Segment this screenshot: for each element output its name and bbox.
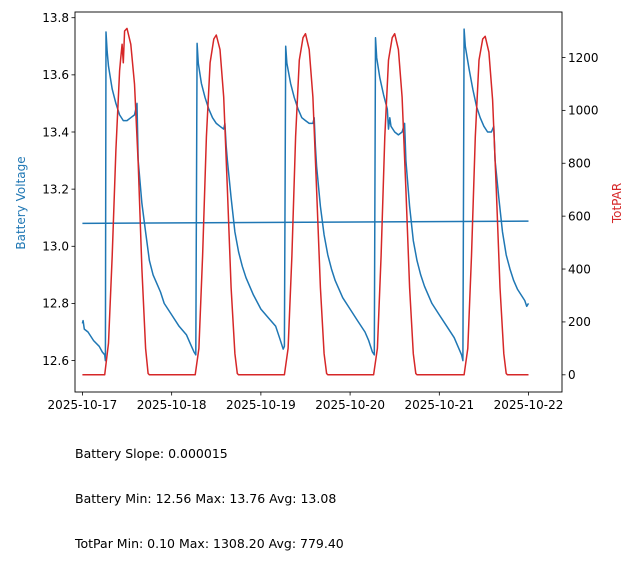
battery-stats-text: Battery Min: 12.56 Max: 13.76 Avg: 13.08 xyxy=(75,491,337,506)
x-tick-label: 2025-10-22 xyxy=(494,398,564,412)
plot-area xyxy=(81,27,530,376)
y-left-tick-label: 13.6 xyxy=(42,68,69,82)
totpar-stats-text: TotPar Min: 0.10 Max: 1308.20 Avg: 779.4… xyxy=(75,536,344,551)
y-right-tick-label: 1000 xyxy=(568,104,599,118)
y-left-tick-label: 13.8 xyxy=(42,11,69,25)
chart: 2025-10-17 2025-10-18 2025-10-19 2025-10-20… xyxy=(14,11,624,412)
y-axis-label-right: TotPAR xyxy=(610,183,624,224)
y-right-tick-label: 600 xyxy=(568,209,591,223)
battery-voltage-line xyxy=(81,28,530,362)
y-left-tick-label: 12.8 xyxy=(42,297,69,311)
x-tick-label: 2025-10-21 xyxy=(404,398,474,412)
battery-trend-line xyxy=(82,220,529,225)
y-left-tick-label: 13.2 xyxy=(42,182,69,196)
totpar-line xyxy=(82,27,529,376)
y-left-axis: 12.6 12.8 13.0 13.2 13.4 13.6 13.8 xyxy=(42,11,75,368)
x-tick-label: 2025-10-17 xyxy=(48,398,118,412)
plot-frame xyxy=(74,11,563,393)
y-right-tick-label: 400 xyxy=(568,262,591,276)
y-right-axis: 0 200 400 600 800 1000 1200 xyxy=(562,51,599,382)
x-tick-label: 2025-10-18 xyxy=(137,398,207,412)
battery-slope-text: Battery Slope: 0.000015 xyxy=(75,446,228,461)
y-left-tick-label: 13.0 xyxy=(42,240,69,254)
y-left-tick-label: 13.4 xyxy=(42,125,69,139)
x-tick-label: 2025-10-19 xyxy=(226,398,296,412)
x-tick-label: 2025-10-20 xyxy=(315,398,385,412)
y-right-tick-label: 200 xyxy=(568,315,591,329)
y-right-tick-label: 1200 xyxy=(568,51,599,65)
y-axis-label-left: Battery Voltage xyxy=(14,156,28,249)
x-axis: 2025-10-17 2025-10-18 2025-10-19 2025-10-20… xyxy=(48,392,564,412)
y-left-tick-label: 12.6 xyxy=(42,354,69,368)
stats-panel: Battery Slope: 0.000015 Battery Min: 12.… xyxy=(75,416,344,566)
y-right-tick-label: 0 xyxy=(568,368,576,382)
y-right-tick-label: 800 xyxy=(568,157,591,171)
